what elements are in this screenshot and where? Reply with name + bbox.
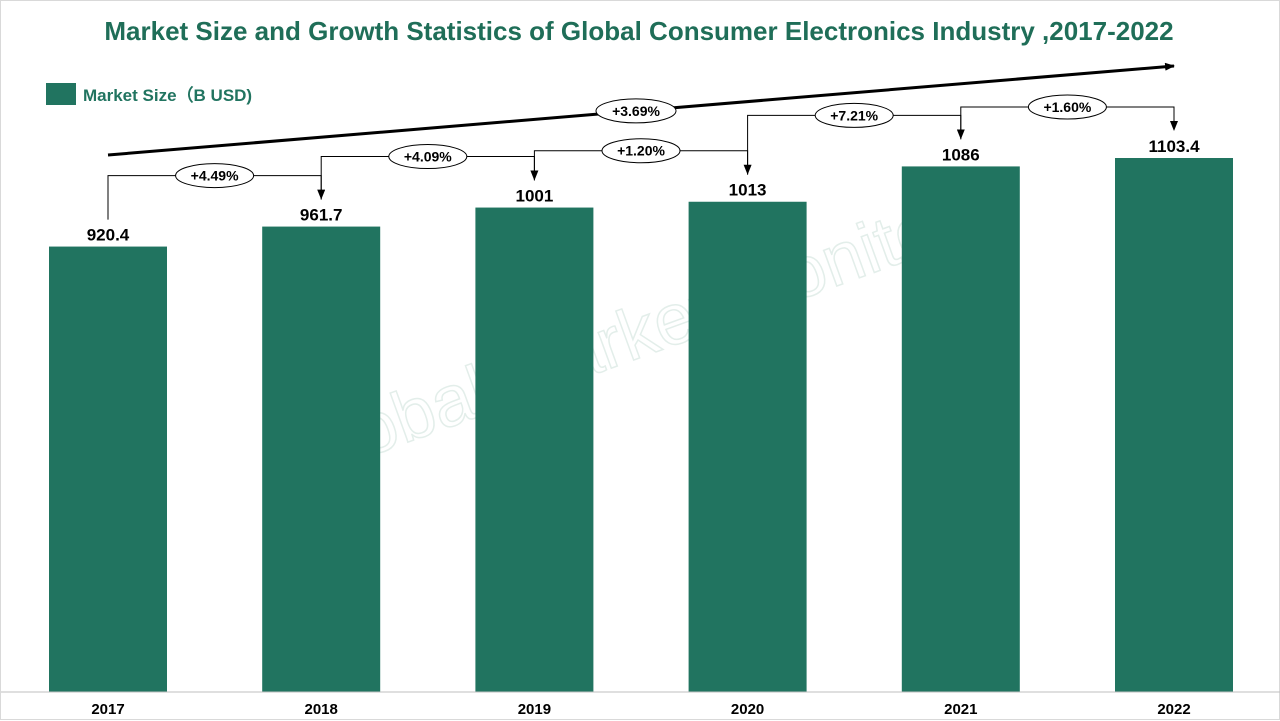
value-label-2019: 1001: [515, 187, 553, 206]
x-tick-label-2019: 2019: [518, 701, 551, 718]
watermark-text: Global Market Monitor: [276, 180, 969, 497]
value-label-2017: 920.4: [87, 226, 130, 245]
bar-2019: [475, 207, 594, 692]
growth-annotations: +4.49% +4.09% +1.20% +7.21% +1.60% +3.69%: [107, 62, 1178, 220]
growth-rate-label: +1.20%: [617, 143, 665, 159]
growth-rate-label: +7.21%: [830, 107, 878, 123]
value-label-2021: 1086: [942, 145, 980, 164]
growth-bubble: [388, 144, 468, 170]
x-tick-label-2020: 2020: [731, 701, 764, 718]
legend: Market Size（B USD): [46, 83, 252, 105]
bar-2022: [1115, 158, 1233, 692]
bar-2021: [901, 166, 1020, 692]
growth-bubble: [601, 138, 681, 164]
legend-swatch: [46, 83, 76, 105]
growth-bubble: [175, 163, 255, 189]
legend-label: Market Size（B USD): [83, 85, 252, 105]
value-label-2022: 1103.4: [1148, 137, 1200, 156]
chart-title: Market Size and Growth Statistics of Glo…: [104, 16, 1173, 46]
cagr-bubble: [595, 98, 677, 124]
growth-bubble: [1027, 94, 1107, 120]
growth-rate-label: +4.09%: [404, 149, 452, 165]
value-label-2020: 1013: [729, 181, 767, 200]
bars-layer: 920.4 2017 961.7 2018 1001 2019 1013 2020 1086 20…: [49, 137, 1233, 718]
value-label-2018: 961.7: [300, 206, 343, 225]
bar-2018: [262, 226, 381, 692]
growth-bubble: [814, 102, 894, 128]
x-tick-label-2021: 2021: [944, 701, 977, 718]
x-tick-label-2017: 2017: [91, 701, 124, 718]
growth-rate-label: +1.60%: [1043, 99, 1091, 115]
bar-2017: [49, 246, 167, 692]
x-tick-label-2018: 2018: [305, 701, 338, 718]
bar-2020: [688, 201, 807, 692]
growth-rate-label: +4.49%: [191, 168, 239, 184]
cagr-label: +3.69%: [612, 103, 660, 119]
x-tick-label-2022: 2022: [1157, 701, 1190, 718]
